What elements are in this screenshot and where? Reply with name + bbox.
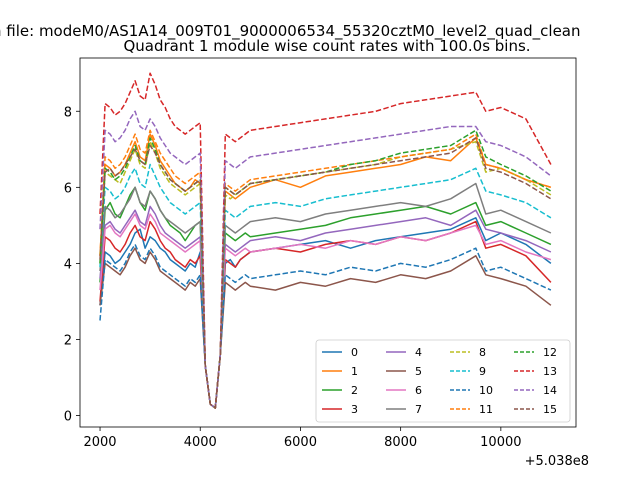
y-tick-label: 4 [64, 257, 72, 272]
legend-label-1: 1 [351, 365, 358, 378]
x-offset-label: +5.038e8 [525, 454, 589, 469]
legend-label-15: 15 [543, 403, 557, 416]
legend-label-6: 6 [415, 384, 422, 397]
y-tick-label: 8 [64, 105, 72, 120]
legend-label-4: 4 [415, 346, 422, 359]
plot-lines [99, 72, 552, 409]
series-line-13 [99, 72, 552, 409]
series-line-14 [99, 110, 552, 409]
chart-title: Quadrant 1 module wise count rates with … [123, 37, 530, 55]
legend-label-8: 8 [479, 346, 486, 359]
legend-label-12: 12 [543, 346, 557, 359]
series-line-10 [99, 243, 552, 409]
figure-suptitle: n file: modeM0/AS1A14_009T01_9000006534_… [0, 22, 581, 41]
series-line-11 [99, 129, 552, 409]
legend-label-11: 11 [479, 403, 493, 416]
legend-label-2: 2 [351, 384, 358, 397]
legend-label-14: 14 [543, 384, 557, 397]
legend-label-10: 10 [479, 384, 493, 397]
legend-label-0: 0 [351, 346, 358, 359]
legend-label-5: 5 [415, 365, 422, 378]
legend-label-13: 13 [543, 365, 557, 378]
y-tick-label: 0 [64, 410, 72, 425]
legend-label-7: 7 [415, 403, 422, 416]
legend-label-3: 3 [351, 403, 358, 416]
x-tick-label: 6000 [284, 435, 317, 450]
x-tick-label: 2000 [83, 435, 116, 450]
x-tick-label: 4000 [184, 435, 217, 450]
legend-label-9: 9 [479, 365, 486, 378]
x-tick-label: 8000 [384, 435, 417, 450]
y-tick-label: 6 [64, 181, 72, 196]
axes: 2000 4000 6000 8000 10000 0 2 4 6 8 [64, 57, 577, 450]
plot-frame [79, 57, 577, 428]
series-line-15 [99, 137, 552, 409]
x-tick-label: 10000 [480, 435, 521, 450]
legend-box [315, 339, 571, 423]
y-tick-label: 2 [64, 334, 72, 349]
series-line-9 [99, 163, 552, 409]
